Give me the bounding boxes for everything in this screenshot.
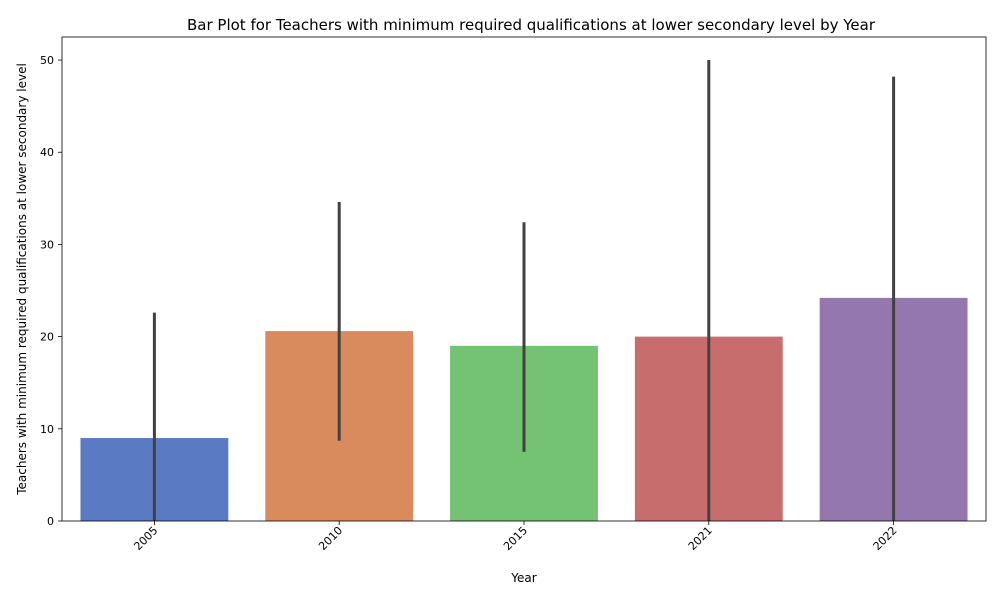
x-tick-label-2022: 2022 (871, 524, 900, 553)
y-tick-label: 50 (40, 54, 54, 67)
x-tick-label-2005: 2005 (131, 524, 160, 553)
y-tick-label: 0 (47, 515, 54, 528)
plot-frame (61, 36, 987, 522)
y-tick-label: 30 (40, 238, 54, 251)
y-axis: 0 10 20 30 40 50 (40, 54, 62, 528)
x-axis-label: Year (510, 571, 536, 585)
x-tick-label-2010: 2010 (316, 524, 345, 553)
y-tick-label: 10 (40, 423, 54, 436)
x-tick-label-2021: 2021 (686, 524, 715, 553)
chart-title: Bar Plot for Teachers with minimum requi… (187, 16, 876, 34)
error-bars-group (152, 60, 896, 521)
y-tick-label: 40 (40, 146, 54, 159)
x-tick-label-2015: 2015 (501, 524, 530, 553)
y-tick-label: 20 (40, 331, 54, 344)
y-axis-label: Teachers with minimum required qualifica… (15, 63, 29, 496)
x-axis: 2005 2010 2015 2021 2022 (131, 521, 900, 553)
